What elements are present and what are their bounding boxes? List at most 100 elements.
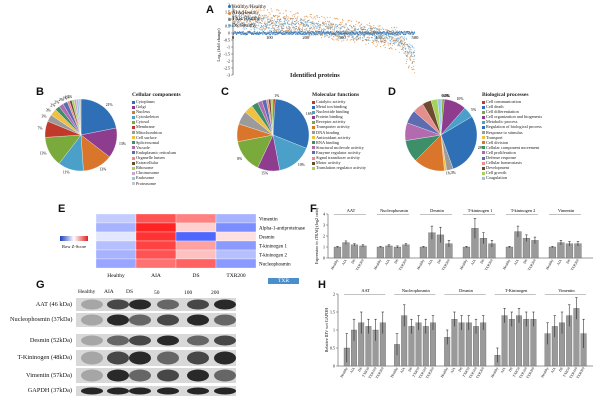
x-tick-label-a: 400 xyxy=(375,35,383,40)
bar-label: Healthy xyxy=(373,258,382,270)
scatter-point-a xyxy=(352,36,354,38)
scatter-point-a xyxy=(264,33,266,35)
scatter-point-a xyxy=(260,27,262,29)
scatter-point-a xyxy=(397,33,399,35)
scatter-point-a xyxy=(374,38,376,40)
scatter-point-a xyxy=(310,26,312,28)
bar-label: AIA xyxy=(427,258,434,266)
legend-label: Endoplasmic reticulum xyxy=(136,149,176,155)
scatter-point-a xyxy=(240,23,242,25)
scatter-point-a xyxy=(321,15,323,18)
scatter-point-a xyxy=(346,26,348,29)
scatter-point-a xyxy=(391,37,393,39)
scatter-point-a xyxy=(398,51,400,53)
scatter-point-a xyxy=(245,14,247,17)
scatter-point-a xyxy=(307,23,309,25)
blot-band xyxy=(214,299,236,310)
scatter-point-a xyxy=(252,23,254,25)
blot-band xyxy=(214,351,236,365)
legend-item: RNA binding xyxy=(312,140,366,145)
scatter-point-a xyxy=(257,24,260,26)
scatter-point-a xyxy=(328,25,331,27)
scatter-point-a xyxy=(350,26,352,28)
scatter-point-a xyxy=(235,32,237,34)
scatter-point-a xyxy=(364,26,366,28)
blot-protein-label: Vimentin (57kDa) xyxy=(26,371,72,379)
blot-strip xyxy=(76,298,236,311)
scatter-point-a xyxy=(390,40,392,42)
y-tick-label-a: -1.5 xyxy=(224,52,230,57)
scatter-point-a xyxy=(332,28,334,30)
legend-item: Cell proliferation xyxy=(482,150,542,155)
scatter-point-a xyxy=(375,46,377,48)
legend-label: Membrane xyxy=(136,124,155,130)
legend-item: Chromosome xyxy=(132,170,176,175)
scatter-point-a xyxy=(333,39,335,41)
scatter-point-a xyxy=(391,27,393,29)
scatter-point-a xyxy=(305,29,307,31)
scatter-point-a xyxy=(279,31,281,33)
bar-label: TXR200 xyxy=(441,258,451,271)
group-label: Desmin xyxy=(430,208,444,213)
scatter-point-a xyxy=(383,37,385,39)
scatter-point-a xyxy=(259,31,261,33)
scatter-point-a xyxy=(261,32,264,34)
scatter-point-a xyxy=(257,6,259,8)
scatter-point-a xyxy=(392,36,394,39)
scatter-point-a xyxy=(402,37,404,39)
legend-item: Cell organization and biogenesis xyxy=(482,114,542,119)
scatter-point-a xyxy=(261,23,263,25)
scatter-point-a xyxy=(251,5,253,7)
bar xyxy=(548,246,557,259)
scatter-point-a xyxy=(387,38,389,40)
y-tick-label: 2 xyxy=(333,292,335,297)
scatter-point-a xyxy=(328,21,331,23)
scatter-point-a xyxy=(263,27,265,29)
scatter-point-a xyxy=(378,42,380,44)
heatmap-row-label: Alpha-1-antiproteinase xyxy=(259,226,306,231)
scatter-point-a xyxy=(358,22,360,24)
panel-letter-c: C xyxy=(221,86,229,98)
scatter-point-a xyxy=(303,31,305,33)
scatter-point-a xyxy=(353,38,355,40)
legend-swatch xyxy=(132,151,135,155)
scatter-point-a xyxy=(316,33,318,35)
scatter-point-a xyxy=(407,30,409,33)
scatter-point-a xyxy=(406,51,408,53)
legend-label: Endosome xyxy=(136,175,155,181)
scatter-point-a xyxy=(329,36,331,38)
bar-label: AIA xyxy=(500,366,507,374)
scatter-point-a xyxy=(336,39,338,41)
scatter-point-a xyxy=(363,36,365,38)
scatter-point-a xyxy=(267,22,269,24)
scatter-point-a xyxy=(360,33,362,35)
scatter-point-a xyxy=(367,36,369,38)
scatter-point-a xyxy=(260,22,262,24)
scatter-point-a xyxy=(380,35,382,37)
scatter-point-a xyxy=(339,30,341,32)
legend-label: Organelle lumen xyxy=(136,155,165,161)
group-label: AAT xyxy=(347,208,356,213)
scatter-point-a xyxy=(277,29,279,31)
scatter-point-a xyxy=(316,15,318,17)
heatmap-cell xyxy=(175,249,217,260)
scatter-point-a xyxy=(376,38,378,40)
scatter-point-a xyxy=(350,38,352,41)
bar-label: AIA xyxy=(349,366,356,374)
scatter-point-a xyxy=(379,28,381,30)
scatter-point-a xyxy=(296,21,298,24)
scatter-point-a xyxy=(360,27,363,29)
scatter-point-a xyxy=(237,31,239,33)
scatter-point-a xyxy=(412,46,414,48)
scatter-point-a xyxy=(375,39,377,41)
scatter-point-a xyxy=(404,45,406,47)
scatter-point-a xyxy=(392,38,394,40)
scatter-point-a xyxy=(407,56,409,58)
scatter-point-a xyxy=(266,23,268,25)
scatter-point-a xyxy=(308,27,310,29)
scatter-point-a xyxy=(250,31,252,33)
scatter-point-a xyxy=(405,53,407,55)
scatter-point-a xyxy=(343,36,345,38)
bar-label: DS xyxy=(480,259,486,265)
